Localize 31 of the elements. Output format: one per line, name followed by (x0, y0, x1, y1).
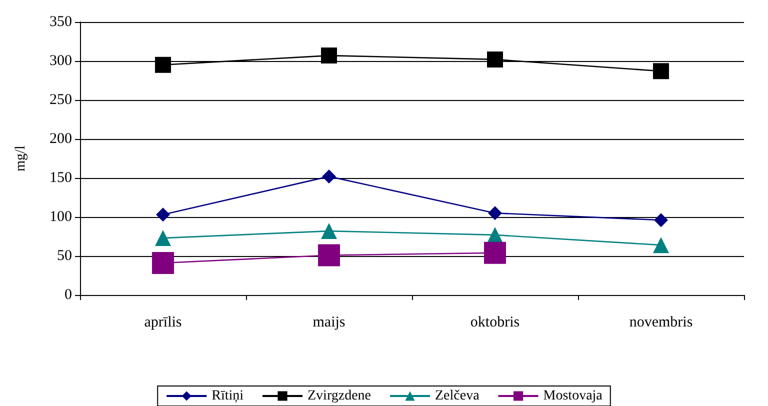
legend-label: Zvirgzdene (308, 388, 371, 404)
y-tick-label: 100 (50, 209, 72, 225)
point (318, 244, 340, 266)
x-tick-label: novembris (629, 314, 693, 330)
x-tick-label: maijs (312, 314, 346, 330)
point (488, 206, 502, 220)
point (321, 223, 337, 240)
point (156, 208, 170, 222)
point (654, 213, 668, 228)
y-tick-label: 0 (64, 287, 72, 303)
point (322, 169, 336, 184)
point (155, 56, 171, 73)
y-tick-label: 350 (50, 14, 72, 30)
y-axis-title: mg/l (14, 146, 28, 172)
y-tick-label: 250 (50, 92, 72, 108)
legend-label: Mostovaja (543, 388, 604, 404)
point (155, 230, 171, 246)
x-tick-label: oktobris (470, 314, 520, 330)
point (484, 242, 506, 264)
point (152, 252, 174, 274)
x-tick-label: aprīlis (144, 314, 182, 330)
point (653, 237, 669, 254)
point (487, 51, 503, 68)
legend-label: Zelčeva (434, 388, 480, 404)
y-tick-label: 200 (50, 131, 72, 147)
point (653, 63, 669, 80)
legend-label: Rītiņi (212, 388, 244, 404)
y-tick-label: 150 (50, 170, 72, 186)
y-tick-label: 300 (50, 53, 72, 69)
point (321, 48, 337, 64)
y-tick-label: 50 (57, 248, 72, 264)
